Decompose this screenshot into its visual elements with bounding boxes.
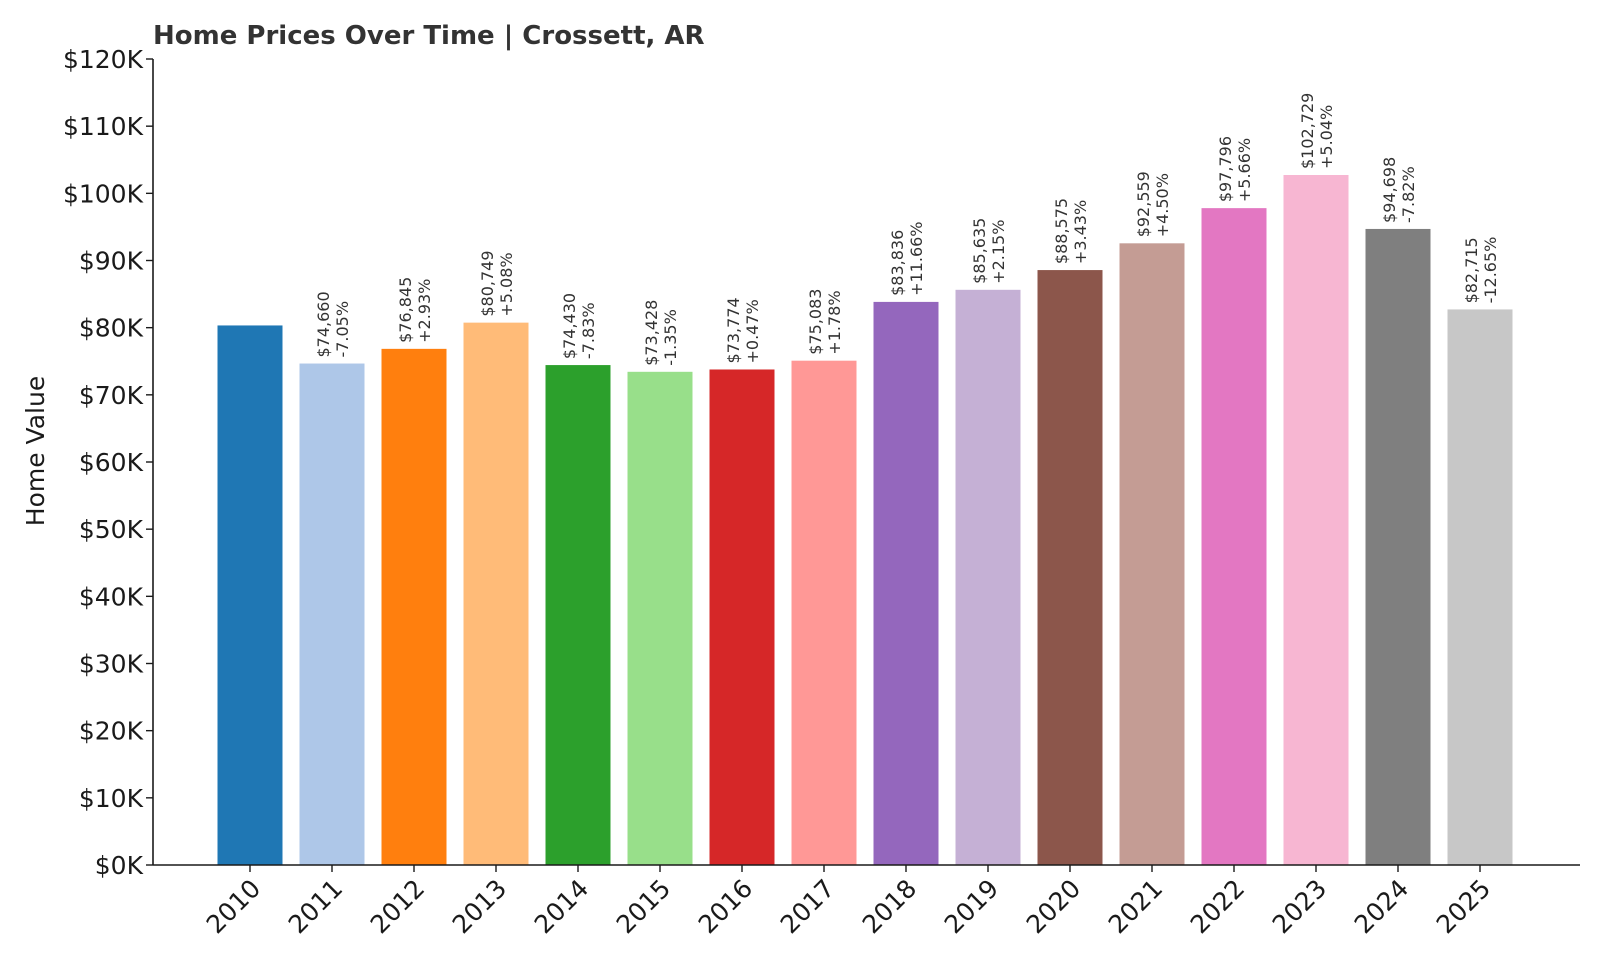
y-tick-label: $80K (79, 314, 144, 343)
x-tick-label: 2018 (857, 874, 922, 939)
bar-2017 (791, 360, 857, 865)
y-tick-label: $100K (63, 179, 144, 208)
x-tick-label: 2012 (365, 874, 430, 939)
bar-change-label: +1.78% (825, 290, 844, 354)
y-tick-label: $30K (79, 650, 144, 679)
x-tick-label: 2019 (939, 874, 1004, 939)
bar-change-label: +2.15% (989, 220, 1008, 284)
bar-2020 (1037, 270, 1103, 865)
bars-group (217, 175, 1513, 866)
bar-2014 (545, 365, 611, 865)
bar-2024 (1365, 228, 1431, 866)
bar-2022 (1201, 208, 1267, 866)
bar-value-label: $92,559 (1134, 171, 1153, 237)
y-tick-label: $110K (63, 112, 144, 141)
x-tick-label: 2015 (611, 874, 676, 939)
bar-change-label: +5.66% (1235, 138, 1254, 202)
bar-value-label: $76,845 (396, 277, 415, 343)
bar-value-label: $102,729 (1298, 93, 1317, 169)
bar-change-label: -7.83% (579, 302, 598, 359)
bar-2025 (1447, 309, 1513, 865)
bar-value-label: $94,698 (1380, 157, 1399, 223)
x-tick-label: 2021 (1103, 874, 1168, 939)
x-axis: 2010 2011 2012 2013 2014 2015 2016 2017 2018 2019… (153, 864, 1580, 939)
y-tick-label: $20K (79, 717, 144, 746)
x-tick-label: 2011 (283, 874, 348, 939)
bar-2016 (709, 369, 775, 865)
bar-change-label: -7.82% (1399, 166, 1418, 223)
bar-change-label: +4.50% (1153, 173, 1172, 237)
bar-change-label: -7.05% (333, 301, 352, 358)
bar-change-label: +5.04% (1317, 105, 1336, 169)
bar-2019 (955, 289, 1021, 865)
y-tick-label: $50K (79, 515, 144, 544)
bar-value-label: $74,430 (560, 293, 579, 359)
x-tick-label: 2025 (1431, 874, 1496, 939)
y-tick-label: $0K (95, 851, 144, 880)
bar-2012 (381, 348, 447, 865)
bar-change-label: +3.43% (1071, 200, 1090, 264)
bar-value-label: $85,635 (970, 218, 989, 284)
bar-2023 (1283, 175, 1349, 866)
y-axis: $0K $10K $20K $30K $40K $50K $60K $70K $80K $90K $… (63, 45, 154, 880)
bar-value-label: $74,660 (314, 291, 333, 357)
y-tick-label: $40K (79, 582, 144, 611)
bar-value-label: $83,836 (888, 230, 907, 296)
x-tick-label: 2013 (447, 874, 512, 939)
bar-change-label: +0.47% (743, 299, 762, 363)
y-axis-label: Home Value (21, 376, 50, 526)
data-labels-group: $74,660 -7.05% $76,845 +2.93% $80,749 +5.08% $… (314, 93, 1500, 366)
y-tick-label: $60K (79, 448, 144, 477)
x-tick-label: 2023 (1267, 874, 1332, 939)
bar-change-label: +5.08% (497, 252, 516, 316)
bar-2011 (299, 363, 365, 865)
x-tick-label: 2014 (529, 874, 594, 939)
x-tick-label: 2017 (775, 874, 840, 939)
bar-2013 (463, 322, 529, 866)
y-tick-label: $70K (79, 381, 144, 410)
y-tick-label: $120K (63, 45, 144, 74)
bar-change-label: -12.65% (1481, 237, 1500, 304)
chart-title: Home Prices Over Time | Crossett, AR (153, 21, 705, 51)
bar-value-label: $88,575 (1052, 198, 1071, 264)
bar-value-label: $80,749 (478, 250, 497, 316)
x-tick-label: 2022 (1185, 874, 1250, 939)
bar-2018 (873, 301, 939, 866)
bar-value-label: $73,774 (724, 297, 743, 363)
bar-change-label: +2.93% (415, 279, 434, 343)
bar-value-label: $97,796 (1216, 136, 1235, 202)
bar-value-label: $75,083 (806, 289, 825, 355)
bar-2021 (1119, 243, 1185, 865)
bar-change-label: -1.35% (661, 309, 680, 366)
bar-value-label: $82,715 (1462, 237, 1481, 303)
y-tick-label: $10K (79, 784, 144, 813)
x-tick-label: 2020 (1021, 874, 1086, 939)
x-tick-label: 2024 (1349, 874, 1414, 939)
x-tick-label: 2010 (201, 874, 266, 939)
y-tick-label: $90K (79, 247, 144, 276)
bar-value-label: $73,428 (642, 300, 661, 366)
bar-2010 (217, 325, 283, 865)
x-tick-label: 2016 (693, 874, 758, 939)
bar-2015 (627, 371, 693, 865)
bar-change-label: +11.66% (907, 221, 926, 295)
